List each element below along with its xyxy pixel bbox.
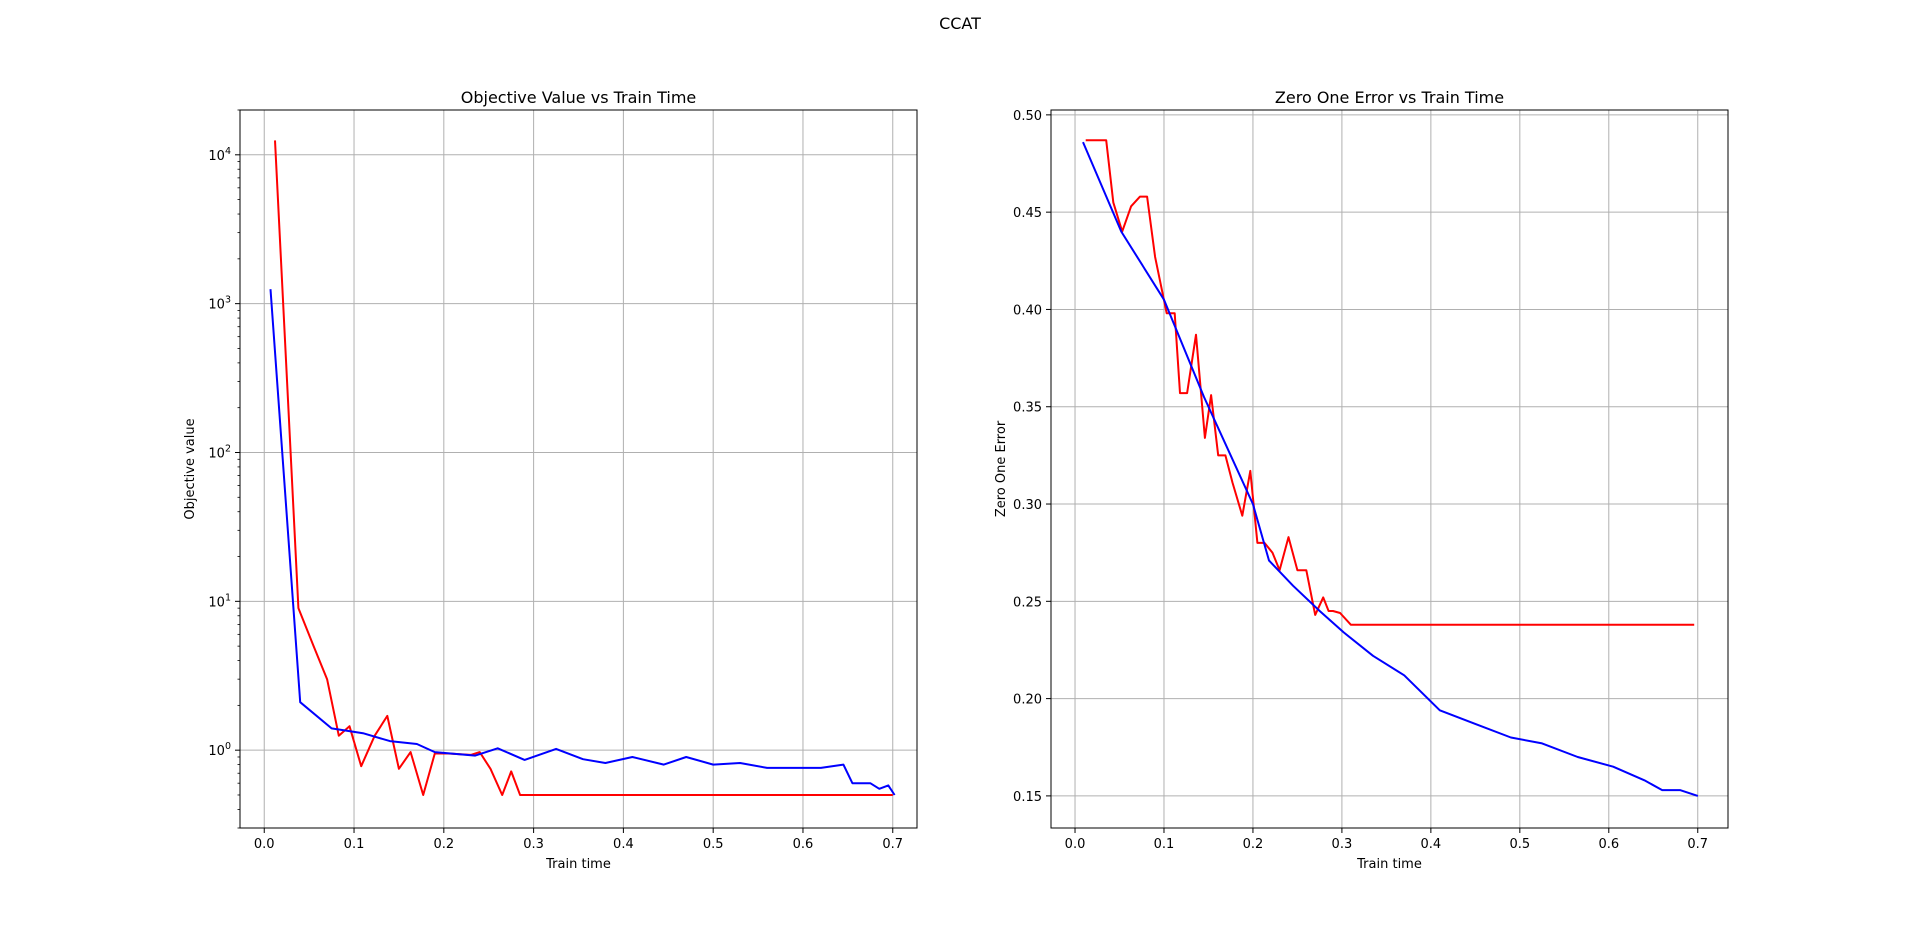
x-tick-label: 0.7	[882, 837, 903, 852]
y-tick-label: 0.25	[1013, 595, 1042, 610]
x-tick-label: 0.6	[1598, 837, 1619, 852]
x-tick-label: 0.3	[1332, 837, 1353, 852]
series-line-1	[274, 140, 893, 796]
x-tick-label: 0.4	[1421, 837, 1442, 852]
x-tick-label: 0.3	[523, 837, 544, 852]
x-tick-label: 0.0	[254, 837, 275, 852]
series-line-2	[269, 289, 896, 796]
y-axis-label: Zero One Error	[994, 420, 1009, 517]
x-tick-label: 0.2	[433, 837, 454, 852]
chart-1: 0.0 0.1 0.2 0.3 0.4 0.5 0.6 0.7 100 101 102 103 104 O…	[183, 88, 918, 872]
x-tick-label: 0.6	[793, 837, 814, 852]
x-tick-label: 0.0	[1065, 837, 1086, 852]
y-tick-label: 104	[208, 146, 231, 164]
y-tick-label: 100	[208, 741, 231, 759]
figure-title: CCAT	[939, 14, 981, 33]
chart-2: 0.0 0.1 0.2 0.3 0.4 0.5 0.6 0.7 0.15 0.20 0.25 0.30…	[994, 88, 1729, 872]
y-axis-label: Objective value	[183, 418, 198, 519]
x-tick-label: 0.5	[703, 837, 724, 852]
y-tick-label: 101	[208, 592, 231, 610]
axes-frame	[1050, 109, 1729, 829]
x-tick-label: 0.1	[1154, 837, 1175, 852]
y-tick-label: 0.40	[1013, 303, 1042, 318]
y-tick-label: 0.15	[1013, 790, 1042, 805]
x-tick-label: 0.4	[613, 837, 634, 852]
x-tick-label: 0.7	[1687, 837, 1708, 852]
y-tick-label: 0.50	[1013, 109, 1042, 124]
x-tick-label: 0.5	[1509, 837, 1530, 852]
x-tick-label: 0.2	[1243, 837, 1264, 852]
axes-frame	[239, 109, 918, 829]
x-axis-label: Train time	[545, 857, 611, 872]
chart-title: Objective Value vs Train Time	[461, 88, 697, 107]
y-tick-label: 0.30	[1013, 498, 1042, 513]
y-tick-label: 0.45	[1013, 206, 1042, 221]
chart-title: Zero One Error vs Train Time	[1275, 88, 1504, 107]
x-tick-label: 0.1	[344, 837, 365, 852]
y-tick-label: 103	[208, 295, 231, 313]
y-tick-label: 0.35	[1013, 401, 1042, 416]
series-line-1	[1085, 139, 1695, 626]
y-tick-label: 0.20	[1013, 693, 1042, 708]
x-axis-label: Train time	[1356, 857, 1422, 872]
series-line-2	[1082, 141, 1699, 797]
y-tick-label: 102	[208, 443, 231, 461]
